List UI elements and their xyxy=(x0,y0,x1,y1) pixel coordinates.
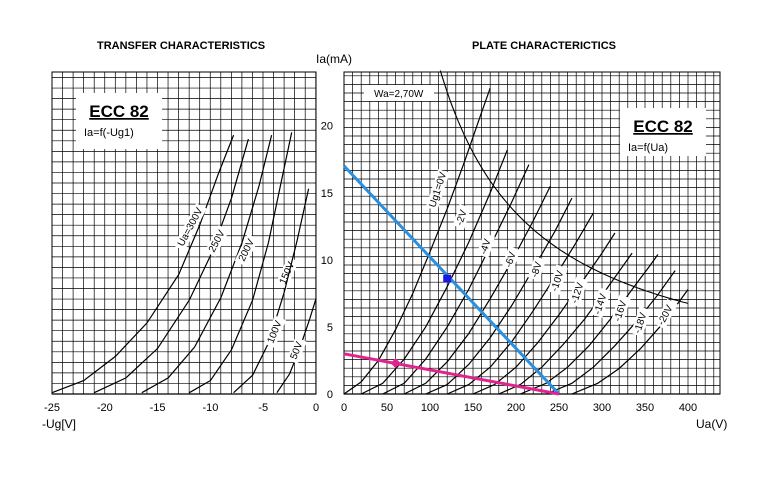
plate-curve-label: Ug1=0V xyxy=(427,171,449,209)
plate-x-tick-label: 350 xyxy=(636,402,654,414)
plate-curve-label-bg xyxy=(590,287,611,318)
transfer-x-tick-label: -5 xyxy=(258,402,268,414)
plate-x-tick-label: 300 xyxy=(593,402,611,414)
plate-curve xyxy=(520,254,659,395)
plate-x-tick-label: 50 xyxy=(381,402,393,414)
plate-curve-label-bg xyxy=(425,169,450,211)
plate-y-tick-label: 10 xyxy=(321,255,333,267)
plate-y-tick-label: 0 xyxy=(327,389,333,401)
transfer-x-tick-label: 0 xyxy=(313,402,319,414)
transfer-info-box xyxy=(76,93,162,149)
plate-curve-label-bg xyxy=(547,264,568,295)
transfer-curve-label: 200V xyxy=(237,237,257,263)
transfer-curve xyxy=(51,134,235,394)
power-curve-label: Wa=2,70W xyxy=(374,89,424,100)
plate-curve xyxy=(425,197,573,395)
plate-x-axis-label: Ua(V) xyxy=(696,417,727,431)
plate-curve-label: -6V xyxy=(503,250,518,269)
plate-curve-label: -18V xyxy=(632,311,649,335)
plate-curve-label: -2V xyxy=(454,208,469,227)
transfer-curve-label: Ua=300V xyxy=(176,206,206,249)
transfer-chart-title: TRANSFER CHARACTERISTICS xyxy=(97,40,265,52)
plate-curve xyxy=(545,270,676,395)
plate-info-box xyxy=(620,108,706,156)
plate-x-tick-label: 400 xyxy=(679,402,697,414)
transfer-curve xyxy=(189,132,293,394)
plate-curve xyxy=(360,149,508,395)
transfer-curve xyxy=(141,134,273,394)
plate-curve xyxy=(571,289,689,395)
plate-x-tick-label: 200 xyxy=(507,402,525,414)
plate-curve-label: -12V xyxy=(569,281,586,305)
transfer-x-axis-label: -Ug[V] xyxy=(42,417,76,431)
power-label-bg xyxy=(364,85,434,101)
transfer-curve-label-bg xyxy=(275,256,299,289)
transfer-info-box-title: ECC 82 xyxy=(89,102,149,121)
plate-curve-label: -8V xyxy=(529,260,544,279)
plate-curve-label-bg xyxy=(567,276,588,307)
power-dissipation-curve xyxy=(439,70,689,304)
plate-y-tick-label: 15 xyxy=(321,188,333,200)
plate-curve-label-bg xyxy=(527,256,547,281)
plate-curve-label-bg xyxy=(452,204,472,229)
plate-curve xyxy=(403,185,551,395)
plate-x-tick-label: 100 xyxy=(421,402,439,414)
transfer-x-tick-label: -10 xyxy=(202,402,218,414)
plate-info-box-subtitle: Ia=f(Ua) xyxy=(628,142,668,154)
plate-info-box-title: ECC 82 xyxy=(633,117,693,136)
transfer-curve-label-bg xyxy=(286,337,307,364)
plate-y-tick-label: 5 xyxy=(327,322,333,334)
plate-curve-label-bg xyxy=(630,306,651,337)
plate-x-tick-label: 0 xyxy=(341,402,347,414)
operating-point-blue xyxy=(443,274,452,283)
plate-curve-label-bg xyxy=(476,233,496,258)
plate-curve xyxy=(446,212,594,395)
transfer-x-tick-label: -25 xyxy=(44,402,60,414)
transfer-curve-label-bg xyxy=(204,224,230,258)
transfer-curve-label-bg xyxy=(173,203,207,252)
plate-y-tick-label: 20 xyxy=(321,121,333,133)
transfer-x-tick-label: -20 xyxy=(97,402,113,414)
plate-curve-label-bg xyxy=(610,294,631,325)
plate-curve-label: -4V xyxy=(478,237,493,256)
plate-curve-label-bg xyxy=(501,246,521,271)
transfer-info-box-subtitle: Ia=f(-Ug1) xyxy=(84,127,134,139)
plate-chart-title: PLATE CHARACTERICTICS xyxy=(472,40,616,52)
transfer-x-tick-label: -15 xyxy=(150,402,166,414)
load-line-magenta xyxy=(343,352,560,396)
plate-x-tick-label: 150 xyxy=(464,402,482,414)
plate-curve-label-bg xyxy=(654,298,678,330)
plate-x-tick-label: 250 xyxy=(550,402,568,414)
plate-curve xyxy=(343,87,491,395)
transfer-curve-label-bg xyxy=(234,233,259,267)
plate-curve-label: -16V xyxy=(612,299,629,323)
operating-point-magenta xyxy=(390,358,401,369)
plate-curve-label: -14V xyxy=(592,292,609,316)
plate-curve xyxy=(498,252,633,395)
plate-curve xyxy=(382,164,530,395)
transfer-curve-label-bg xyxy=(263,315,286,348)
transfer-curve xyxy=(93,138,249,394)
plate-curve-label: -10V xyxy=(549,269,566,293)
plate-y-axis-label: Ia(mA) xyxy=(316,52,352,66)
load-line-blue xyxy=(342,164,561,396)
